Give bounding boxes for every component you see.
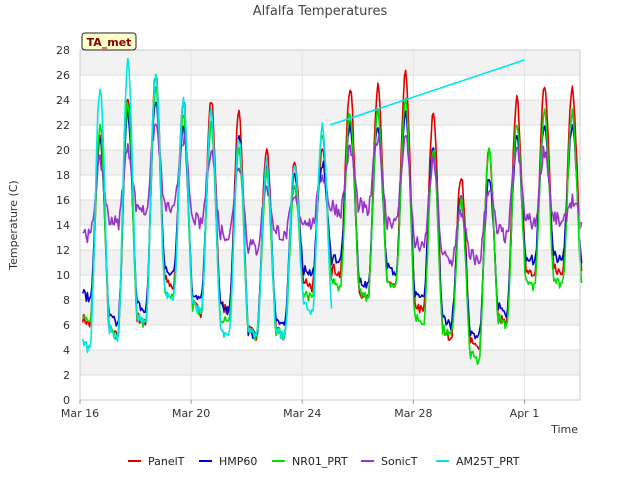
legend-label: NR01_PRT xyxy=(292,455,348,468)
legend: PanelT HMP60 NR01_PRT SonicT AM25T_PRT xyxy=(128,455,520,468)
series-gap-segment-am25t-prt xyxy=(329,59,525,126)
plot-band xyxy=(80,375,580,400)
series-line-sonict xyxy=(82,123,583,267)
y-axis-label: Temperature (C) xyxy=(7,180,20,270)
plot-band xyxy=(80,350,580,375)
x-tick-label: Mar 28 xyxy=(394,407,432,420)
x-axis-label: Time xyxy=(550,423,578,436)
x-tick-label: Mar 20 xyxy=(172,407,210,420)
plot-band xyxy=(80,200,580,225)
plot-band xyxy=(80,325,580,350)
y-tick-label: 0 xyxy=(63,394,70,407)
y-tick-label: 20 xyxy=(56,144,70,157)
plot-band xyxy=(80,175,580,200)
series-line-am25t-prt xyxy=(82,57,333,354)
y-tick-label: 24 xyxy=(56,94,70,107)
legend-label: HMP60 xyxy=(219,455,257,468)
legend-item-am25t-prt: AM25T_PRT xyxy=(436,455,520,468)
plot-band xyxy=(80,50,580,75)
badge-label: TA_met xyxy=(87,36,132,49)
y-tick-label: 2 xyxy=(63,369,70,382)
series-line-hmp60 xyxy=(82,101,583,340)
y-tick-label: 28 xyxy=(56,44,70,57)
legend-item-panelt: PanelT xyxy=(128,455,185,468)
legend-item-nr01-prt: NR01_PRT xyxy=(272,455,348,468)
legend-item-hmp60: HMP60 xyxy=(199,455,257,468)
y-tick-label: 10 xyxy=(56,269,70,282)
x-tick-label: Mar 16 xyxy=(61,407,99,420)
y-tick-label: 22 xyxy=(56,119,70,132)
plot-frame xyxy=(79,49,581,401)
chart-title: Alfalfa Temperatures xyxy=(253,4,388,19)
plot-band xyxy=(80,125,580,150)
y-tick-label: 14 xyxy=(56,219,70,232)
legend-label: SonicT xyxy=(381,455,418,468)
y-tick-label: 8 xyxy=(63,294,70,307)
legend-label: AM25T_PRT xyxy=(456,455,520,468)
y-tick-label: 26 xyxy=(56,69,70,82)
badge: TA_met xyxy=(81,32,137,51)
plot-band xyxy=(80,150,580,175)
y-tick-label: 18 xyxy=(56,169,70,182)
x-tick-label: Apr 1 xyxy=(510,407,540,420)
y-tick-label: 12 xyxy=(56,244,70,257)
x-tick-label: Mar 24 xyxy=(283,407,321,420)
series-layer xyxy=(82,57,583,366)
y-tick-label: 16 xyxy=(56,194,70,207)
x-axis: Mar 16 Mar 20 Mar 24 Mar 28 Apr 1 xyxy=(61,400,539,420)
plot-band xyxy=(80,100,580,125)
plot-band xyxy=(80,75,580,100)
legend-item-sonict: SonicT xyxy=(361,455,418,468)
y-tick-label: 6 xyxy=(63,319,70,332)
y-tick-label: 4 xyxy=(63,344,70,357)
legend-label: PanelT xyxy=(148,455,185,468)
